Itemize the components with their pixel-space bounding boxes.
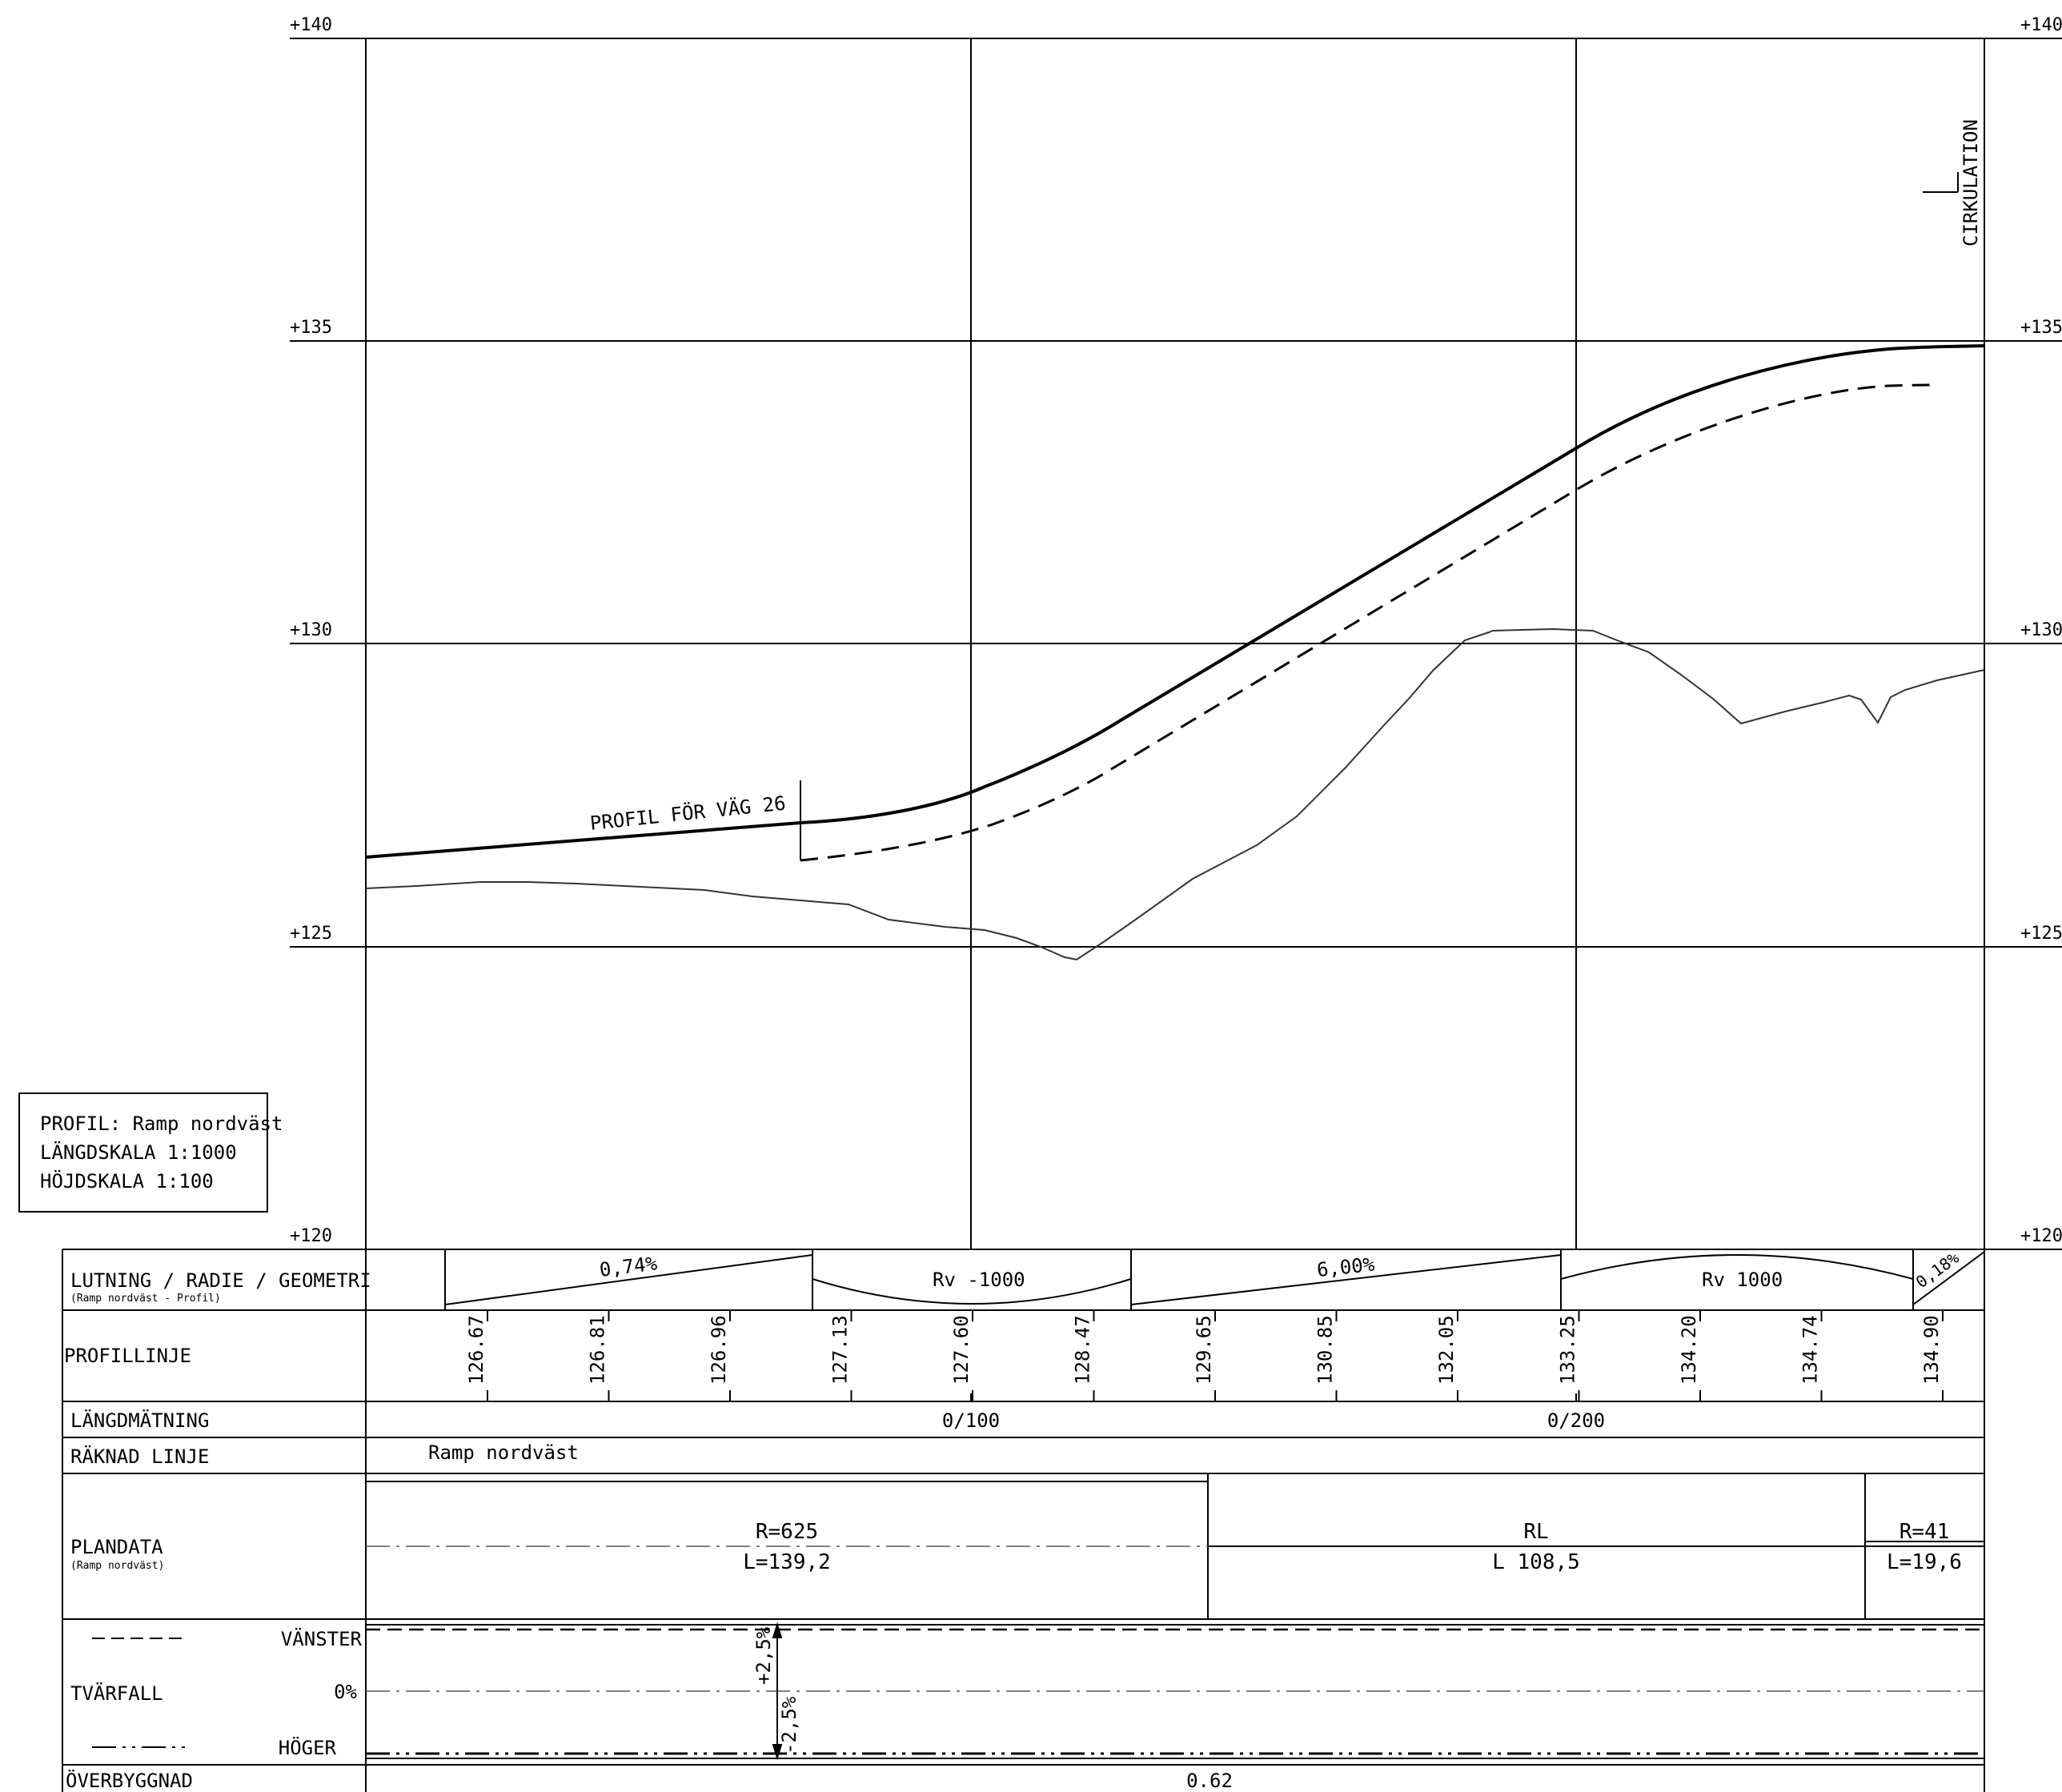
title-box-line1: PROFIL: Ramp nordväst <box>40 1112 283 1135</box>
plandata-row-sublabel: (Ramp nordväst) <box>70 1560 164 1572</box>
elev-label-125: +125 <box>290 924 332 944</box>
lutning-geometry <box>444 1249 1985 1310</box>
plandata-seg3-length: L=19,6 <box>1887 1550 1962 1574</box>
raknad-linje-value: Ramp nordväst <box>428 1441 579 1464</box>
profillinje-value: 128.47 <box>1072 1315 1094 1385</box>
tvarfall-left-label: VÄNSTER <box>281 1627 363 1650</box>
elev-label-140-right: +140 <box>2020 15 2062 35</box>
tvarfall-arrow <box>772 1622 783 1761</box>
profillinje-values: 126.67 126.81 126.96 127.13 127.60 128.47 129.… <box>465 1315 1943 1385</box>
plandata-seg1-length: L=139,2 <box>743 1550 831 1574</box>
elevation-grid <box>290 38 2062 1250</box>
tvarfall-zero-label: 0% <box>334 1681 357 1703</box>
data-table-frame <box>62 1249 1985 1792</box>
profillinje-value: 127.60 <box>950 1315 973 1385</box>
profillinje-value: 132.05 <box>1435 1315 1458 1385</box>
overbyggnad-value: 0.62 <box>1186 1770 1233 1792</box>
main-road-profile <box>365 344 1985 859</box>
profillinje-value: 126.81 <box>587 1315 609 1385</box>
title-box <box>18 1092 268 1213</box>
profillinje-value: 134.20 <box>1678 1315 1700 1385</box>
circulation-marker <box>1923 172 1959 193</box>
elev-label-140: +140 <box>290 15 332 35</box>
profillinje-value: 130.85 <box>1314 1315 1337 1385</box>
tvarfall-row-label: TVÄRFALL <box>70 1682 163 1705</box>
tvarfall-right-label: HÖGER <box>279 1736 337 1759</box>
langdmatning-row-label: LÄNGDMÄTNING <box>70 1409 209 1432</box>
elev-label-130-right: +130 <box>2020 620 2062 640</box>
overbyggnad-row-label: ÖVERBYGGNAD <box>66 1769 193 1792</box>
lutning-segment-5: 0,18% <box>1912 1248 1963 1292</box>
profillinje-value: 133.25 <box>1557 1315 1579 1385</box>
elevation-labels-left: +140 +135 +130 +125 +120 <box>290 15 332 1246</box>
lutning-segment-4: Rv 1000 <box>1702 1269 1783 1291</box>
plandata-geometry <box>366 1473 1984 1619</box>
plandata-row-label: PLANDATA <box>70 1536 163 1558</box>
langdmatning-ticks <box>970 1393 1577 1401</box>
lutning-row-sublabel: (Ramp nordväst - Profil) <box>70 1293 221 1305</box>
profillinje-value: 134.74 <box>1799 1315 1822 1385</box>
tvarfall-legend <box>92 1638 186 1748</box>
station-0-100: 0/100 <box>942 1409 1000 1432</box>
lutning-row-label: LUTNING / RADIE / GEOMETRI <box>70 1269 371 1292</box>
road-profile-label: PROFIL FÖR VÄG 26 <box>589 791 787 835</box>
raknad-linje-row-label: RÄKNAD LINJE <box>70 1445 209 1468</box>
ground-line <box>365 627 1985 961</box>
plandata-seg3-radius: R=41 <box>1900 1520 1950 1544</box>
profillinje-value: 126.67 <box>465 1315 487 1385</box>
elev-label-130: +130 <box>290 620 332 640</box>
elevation-labels-right: +140 +135 +130 +125 +120 <box>2020 15 2062 1246</box>
profillinje-value: 127.13 <box>829 1315 852 1385</box>
tvarfall-down-value: -2,5% <box>778 1696 800 1754</box>
elev-label-135: +135 <box>290 318 332 338</box>
lutning-segment-2: Rv -1000 <box>933 1269 1025 1291</box>
tvarfall-lines <box>366 1624 1984 1759</box>
elev-label-120: +120 <box>290 1226 332 1246</box>
elev-label-120-right: +120 <box>2020 1226 2062 1246</box>
title-box-line3: HÖJDSKALA 1:100 <box>40 1169 214 1193</box>
elev-label-125-right: +125 <box>2020 924 2062 944</box>
title-box-line2: LÄNGDSKALA 1:1000 <box>40 1141 237 1164</box>
station-0-200: 0/200 <box>1547 1409 1605 1432</box>
profillinje-value: 129.65 <box>1193 1315 1215 1385</box>
profillinje-row-label: PROFILLINJE <box>64 1345 191 1367</box>
elev-label-135-right: +135 <box>2020 318 2062 338</box>
profillinje-value: 134.90 <box>1920 1315 1943 1385</box>
plandata-seg2-length: L 108,5 <box>1492 1550 1580 1574</box>
circulation-label: CIRKULATION <box>1960 119 1982 247</box>
ramp-profile-dashed <box>800 383 1935 862</box>
profillinje-ticks <box>487 1310 1944 1401</box>
profillinje-value: 126.96 <box>708 1315 730 1385</box>
tvarfall-up-value: +2,5% <box>752 1626 775 1685</box>
plandata-seg1-radius: R=625 <box>756 1520 818 1544</box>
plandata-seg2-radius: RL <box>1523 1520 1548 1544</box>
